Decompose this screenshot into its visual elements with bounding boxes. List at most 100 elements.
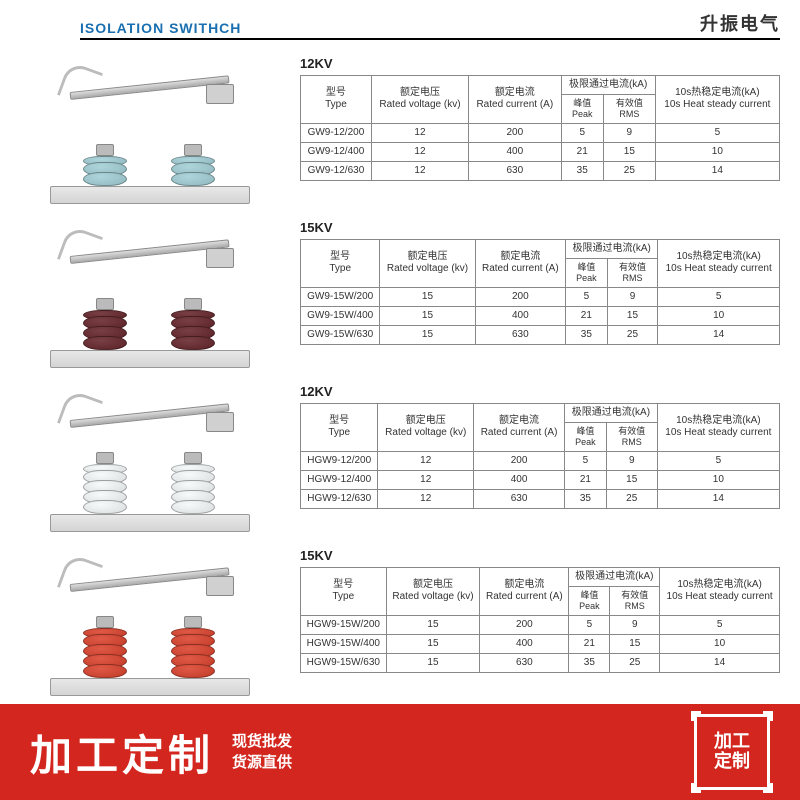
spec-section: 12KV 型号Type额定电压Rated voltage (kv)额定电流Rate…: [20, 50, 780, 210]
emblem-text: 加工 定制: [714, 732, 750, 772]
cell-steady: 14: [655, 161, 779, 180]
cell-type: HGW9-12/630: [301, 489, 378, 508]
catalog-page: ISOLATION SWITHCH 升振电气 12KV型号Type额定电压Rat…: [0, 0, 800, 702]
cell-rms: 25: [610, 653, 660, 672]
cell-voltage: 12: [378, 489, 474, 508]
footer-big-text: 加工定制: [30, 722, 214, 783]
cell-type: HGW9-15W/400: [301, 634, 387, 653]
section-title: 12KV: [300, 56, 780, 71]
spec-table: 型号Type额定电压Rated voltage (kv)额定电流Rated cu…: [300, 567, 780, 673]
cell-current: 630: [474, 489, 565, 508]
cell-peak: 5: [566, 287, 608, 306]
cell-steady: 10: [658, 306, 780, 325]
cell-type: GW9-15W/200: [301, 287, 380, 306]
cell-peak: 35: [569, 653, 610, 672]
spec-section: 15KV 型号Type额定电压Rated voltage (kv)额定电流Rate…: [20, 214, 780, 374]
cell-peak: 35: [565, 489, 607, 508]
table-row: GW9-15W/40015400211510: [301, 306, 780, 325]
cell-steady: 5: [655, 123, 779, 142]
col-steady: 10s热稳定电流(kA)10s Heat steady current: [657, 404, 779, 452]
spec-table: 型号Type额定电压Rated voltage (kv)额定电流Rated cu…: [300, 239, 780, 345]
col-rms: 有效值RMS: [607, 259, 658, 288]
spec-table: 型号Type额定电压Rated voltage (kv)额定电流Rated cu…: [300, 75, 780, 181]
col-peak: 峰值Peak: [566, 259, 608, 288]
col-current: 额定电流Rated current (A): [475, 240, 566, 288]
cell-current: 630: [475, 325, 566, 344]
col-peak: 峰值Peak: [565, 423, 607, 452]
product-illustration: [20, 50, 280, 210]
cell-rms: 9: [606, 451, 657, 470]
cell-current: 200: [474, 451, 565, 470]
cell-peak: 5: [561, 123, 603, 142]
section-title: 15KV: [300, 548, 780, 563]
cell-current: 200: [475, 287, 566, 306]
col-current: 额定电流Rated current (A): [474, 404, 565, 452]
cell-current: 630: [469, 161, 561, 180]
cell-voltage: 15: [380, 287, 475, 306]
cell-rms: 15: [606, 470, 657, 489]
footer-sub2: 货源直供: [232, 752, 292, 773]
cell-steady: 10: [657, 470, 779, 489]
cell-steady: 5: [657, 451, 779, 470]
cell-voltage: 12: [371, 123, 468, 142]
footer-banner: 加工定制 现货批发 货源直供 加工 定制: [0, 704, 800, 800]
cell-current: 200: [469, 123, 561, 142]
cell-voltage: 15: [386, 653, 480, 672]
cell-rms: 15: [603, 142, 655, 161]
cell-current: 400: [474, 470, 565, 489]
spec-table-column: 12KV型号Type额定电压Rated voltage (kv)额定电流Rate…: [300, 378, 780, 509]
footer-sub-text: 现货批发 货源直供: [232, 731, 292, 773]
table-row: GW9-15W/63015630352514: [301, 325, 780, 344]
cell-voltage: 15: [380, 325, 475, 344]
spec-table-column: 15KV 型号Type额定电压Rated voltage (kv)额定电流Rate…: [300, 214, 780, 345]
cell-voltage: 15: [386, 615, 480, 634]
col-voltage: 额定电压Rated voltage (kv): [380, 240, 475, 288]
product-illustration: [20, 214, 280, 374]
cell-rms: 9: [607, 287, 658, 306]
title-chinese: 升振电气: [700, 10, 780, 36]
cell-current: 630: [480, 653, 569, 672]
cell-current: 400: [469, 142, 561, 161]
cell-voltage: 15: [386, 634, 480, 653]
cell-type: HGW9-15W/200: [301, 615, 387, 634]
cell-rms: 15: [607, 306, 658, 325]
col-peak: 峰值Peak: [561, 95, 603, 124]
product-illustration: [20, 542, 280, 702]
table-row: HGW9-12/20012200595: [301, 451, 780, 470]
col-type: 型号Type: [301, 404, 378, 452]
col-rms: 有效值RMS: [610, 587, 660, 616]
cell-rms: 9: [610, 615, 660, 634]
cell-type: HGW9-12/400: [301, 470, 378, 489]
cell-peak: 5: [569, 615, 610, 634]
cell-current: 400: [475, 306, 566, 325]
cell-steady: 14: [658, 325, 780, 344]
col-type: 型号Type: [301, 568, 387, 616]
table-row: GW9-12/63012630352514: [301, 161, 780, 180]
cell-type: GW9-15W/630: [301, 325, 380, 344]
cell-steady: 14: [657, 489, 779, 508]
section-title: 15KV: [300, 220, 780, 235]
col-peak: 峰值Peak: [569, 587, 610, 616]
cell-voltage: 12: [371, 142, 468, 161]
col-rms: 有效值RMS: [606, 423, 657, 452]
col-voltage: 额定电压Rated voltage (kv): [371, 76, 468, 124]
content-area: 12KV型号Type额定电压Rated voltage (kv)额定电流Rate…: [20, 50, 780, 702]
col-voltage: 额定电压Rated voltage (kv): [386, 568, 480, 616]
cell-type: GW9-12/400: [301, 142, 372, 161]
spec-table-column: 12KV 型号Type额定电压Rated voltage (kv)额定电流Rate…: [300, 50, 780, 181]
col-voltage: 额定电压Rated voltage (kv): [378, 404, 474, 452]
col-limit: 极限通过电流(kA): [561, 76, 655, 95]
table-row: HGW9-15W/40015400211510: [301, 634, 780, 653]
header-row: ISOLATION SWITHCH 升振电气: [80, 10, 780, 40]
cell-rms: 9: [603, 123, 655, 142]
table-row: HGW9-12/63012630352514: [301, 489, 780, 508]
cell-peak: 21: [565, 470, 607, 489]
col-steady: 10s热稳定电流(kA)10s Heat steady current: [658, 240, 780, 288]
spec-section: 15KV 型号Type额定电压Rated voltage (kv)额定电流Rate…: [20, 542, 780, 702]
cell-type: HGW9-12/200: [301, 451, 378, 470]
cell-steady: 10: [655, 142, 779, 161]
cell-voltage: 15: [380, 306, 475, 325]
table-row: GW9-15W/20015200595: [301, 287, 780, 306]
table-row: GW9-12/40012400211510: [301, 142, 780, 161]
cell-steady: 10: [660, 634, 780, 653]
